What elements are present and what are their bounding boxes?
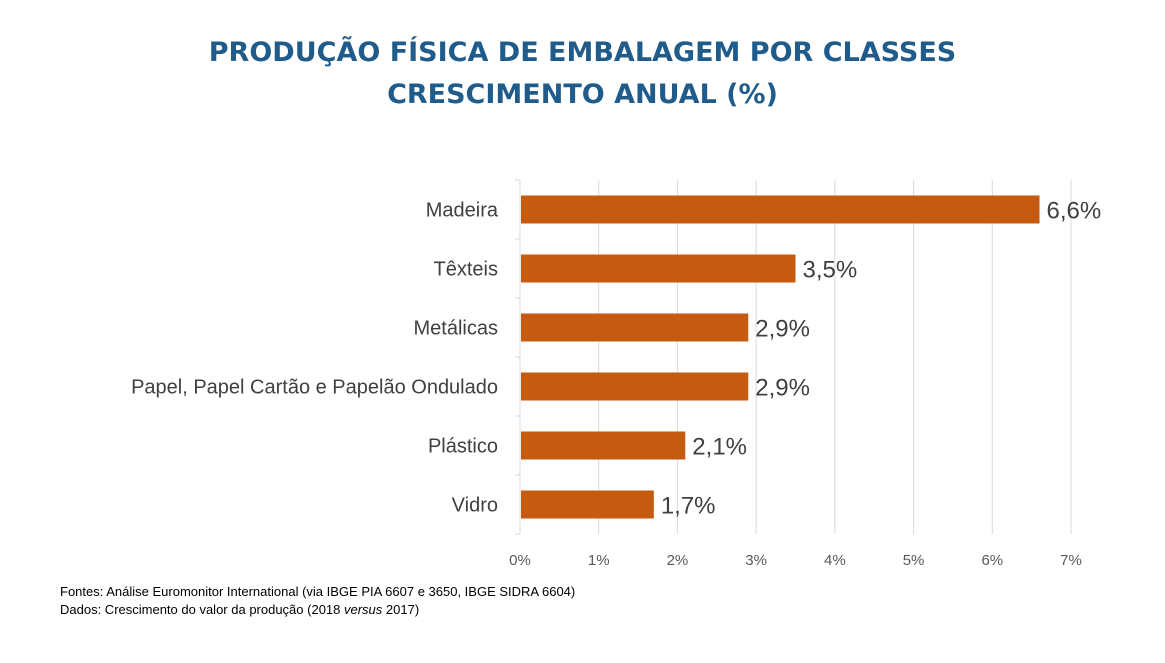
value-label-0: 6,6% [1047, 198, 1102, 225]
footnote-data-prefix: Dados: Crescimento do valor da produção … [60, 602, 344, 617]
bar-0 [521, 195, 1040, 224]
category-label-5: Vidro [452, 495, 498, 517]
bar-3 [521, 372, 749, 401]
bar-5 [521, 490, 654, 519]
value-label-3: 2,9% [755, 375, 810, 402]
chart-title-line-1: PRODUÇÃO FÍSICA DE EMBALAGEM POR CLASSES [208, 37, 957, 68]
category-label-2: Metálicas [414, 318, 498, 340]
x-tick-label-6: 6% [981, 552, 1003, 569]
x-tick-label-7: 7% [1060, 552, 1082, 569]
value-label-2: 2,9% [755, 316, 810, 343]
category-label-4: Plástico [428, 436, 498, 458]
bar-1 [521, 254, 796, 283]
category-label-0: Madeira [426, 200, 499, 222]
footnote: Fontes: Análise Euromonitor Internationa… [60, 583, 575, 619]
footnote-data-note: Dados: Crescimento do valor da produção … [60, 601, 575, 619]
x-tick-label-3: 3% [745, 552, 767, 569]
chart-title: PRODUÇÃO FÍSICA DE EMBALAGEM POR CLASSES… [0, 32, 1165, 116]
bar-4 [521, 431, 686, 460]
value-label-1: 3,5% [803, 257, 858, 284]
x-tick-label-2: 2% [667, 552, 689, 569]
x-tick-label-5: 5% [903, 552, 925, 569]
value-label-5: 1,7% [661, 493, 716, 520]
x-tick-label-1: 1% [588, 552, 610, 569]
footnote-data-suffix: 2017) [382, 602, 420, 617]
x-tick-label-4: 4% [824, 552, 846, 569]
x-tick-label-0: 0% [509, 552, 531, 569]
footnote-sources: Fontes: Análise Euromonitor Internationa… [60, 584, 576, 599]
category-label-1: Têxteis [434, 259, 498, 281]
bar-2 [521, 313, 749, 342]
chart-title-line-2: CRESCIMENTO ANUAL (%) [387, 79, 778, 110]
footnote-data-italic: versus [344, 602, 383, 617]
category-label-3: Papel, Papel Cartão e Papelão Ondulado [131, 377, 498, 399]
value-label-4: 2,1% [692, 434, 747, 461]
